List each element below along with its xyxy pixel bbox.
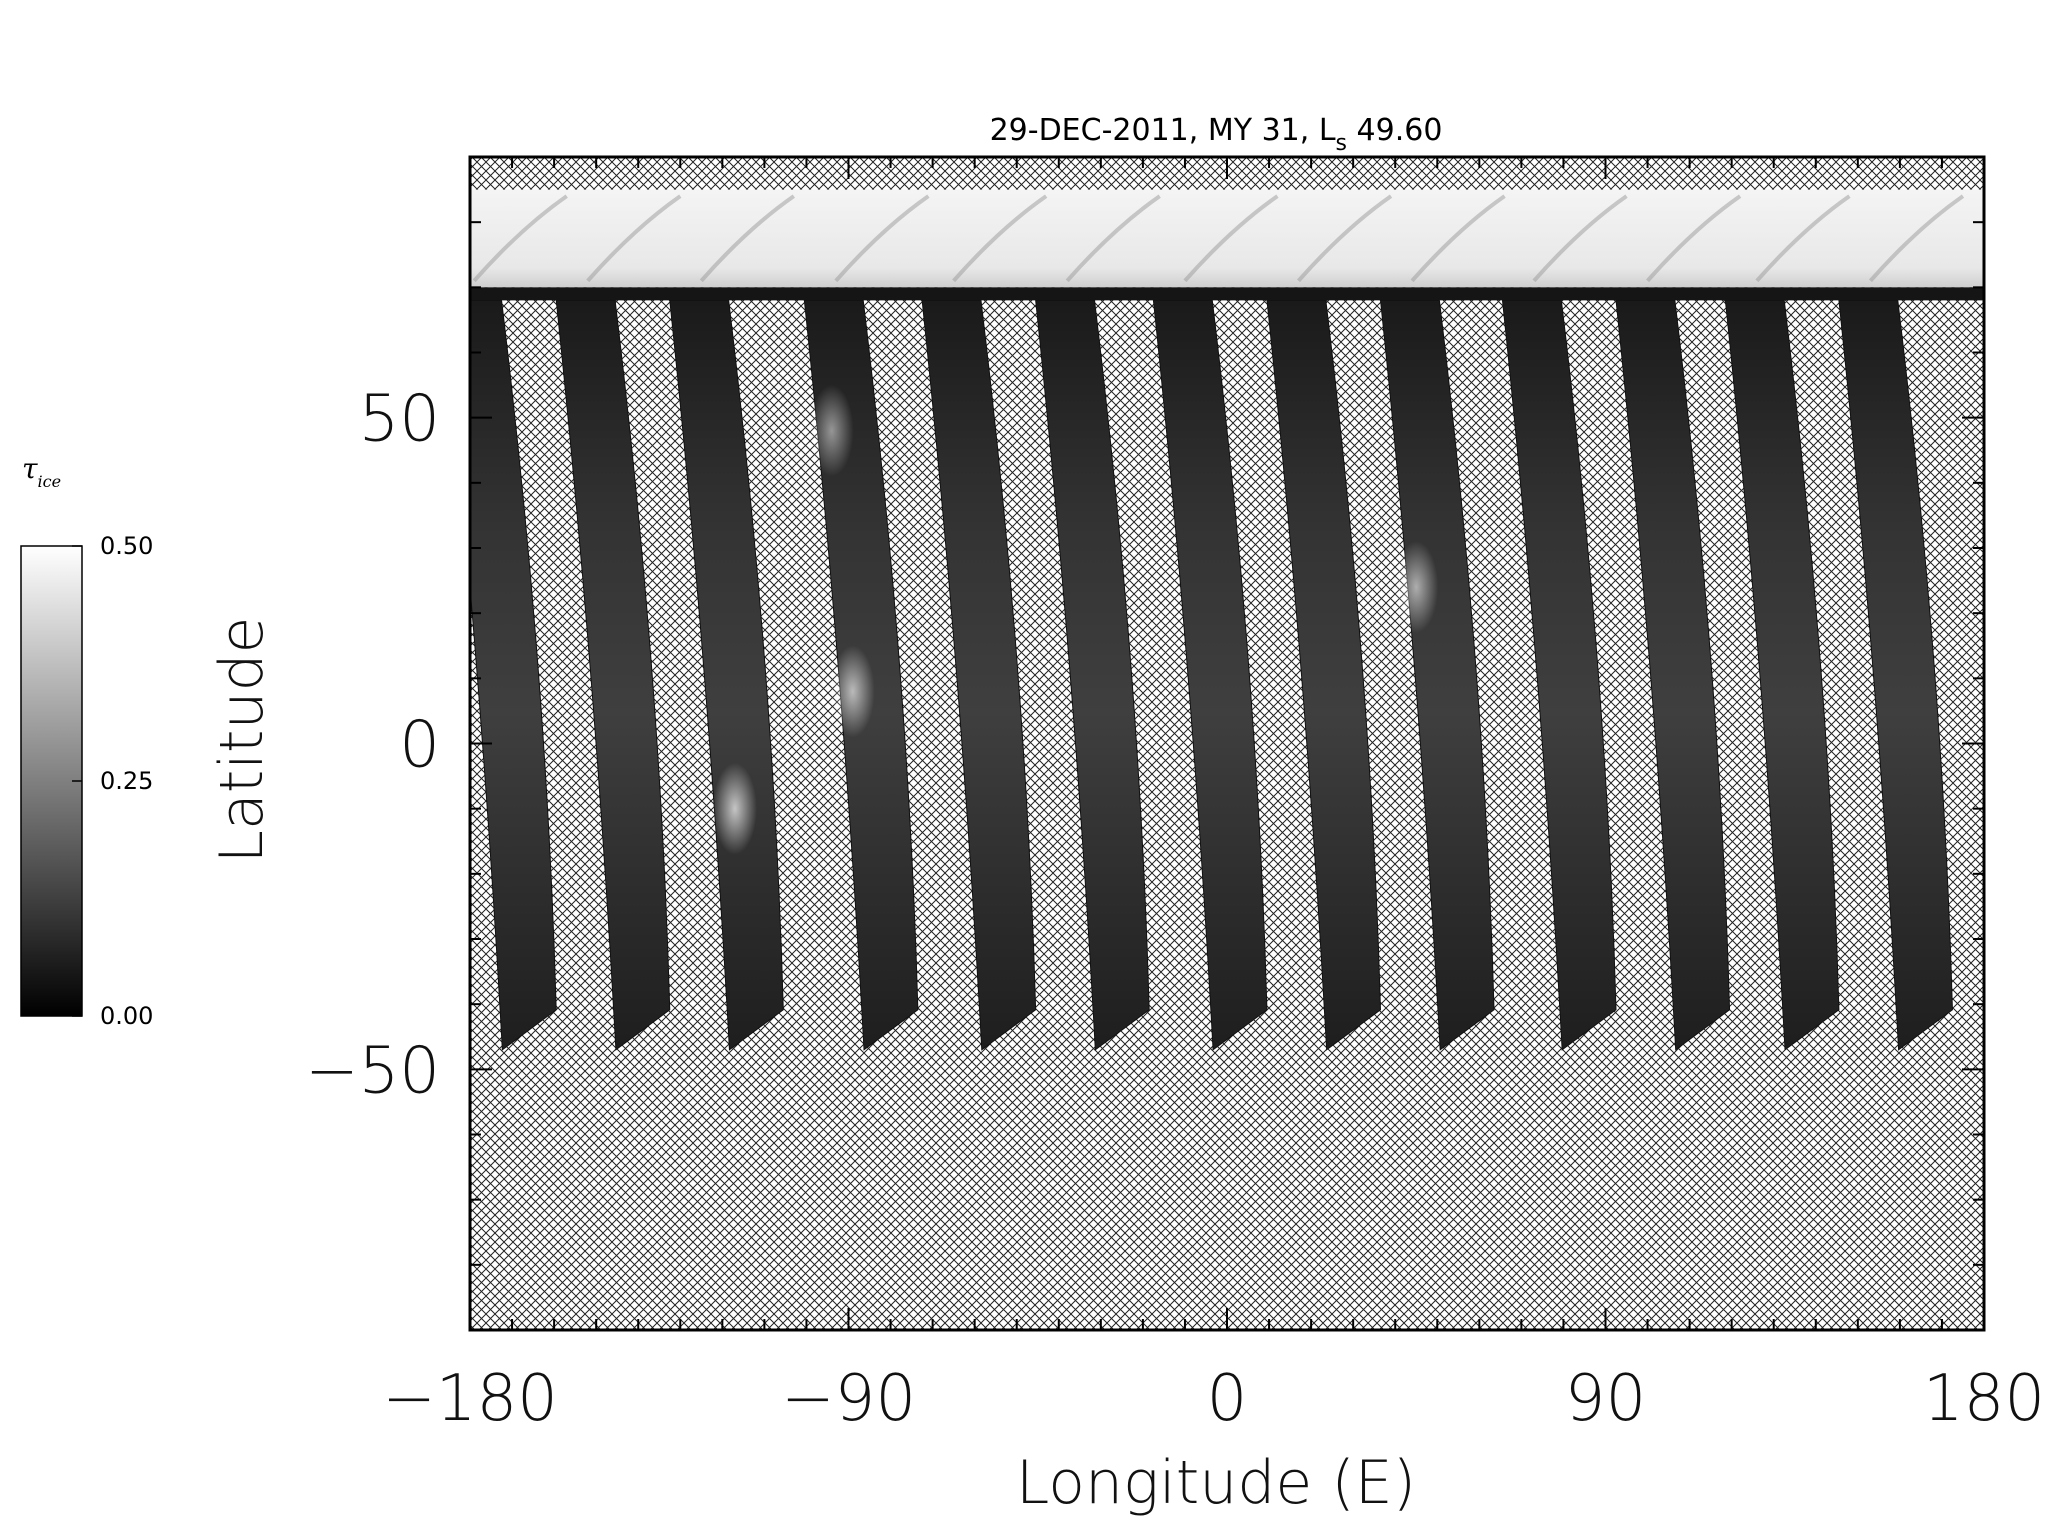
colorbar-ticks: 0.00 0.25 0.50 xyxy=(72,532,153,1030)
observation-swath xyxy=(1501,299,1617,1051)
x-tick-label: 180 xyxy=(1923,1362,2045,1436)
colorbar-tick-label: 0.50 xyxy=(100,532,153,560)
observation-swath xyxy=(1838,299,1953,1051)
colorbar-title-subscript: ice xyxy=(38,472,62,491)
tick-marks xyxy=(469,157,1985,1330)
colorbar-gradient xyxy=(20,545,83,1017)
observation-swath xyxy=(1724,299,1840,1051)
x-tick-label: −90 xyxy=(781,1362,916,1436)
x-tick-labels: −180 −90 0 90 180 xyxy=(382,1362,2045,1436)
polar-cap-streak xyxy=(699,194,795,283)
chart-title-value: 49.60 xyxy=(1347,113,1442,148)
observation-swath xyxy=(1152,299,1268,1051)
observation-swath xyxy=(921,299,1037,1051)
y-tick-label: −50 xyxy=(305,1034,440,1108)
x-tick-label: 0 xyxy=(1207,1362,1248,1436)
chart-title: 29-DEC-2011, MY 31, Ls 49.60 xyxy=(990,113,1443,156)
polar-cap-streak xyxy=(952,194,1048,283)
polar-cap-streak xyxy=(1646,194,1742,283)
polar-cap-streak xyxy=(1065,194,1161,283)
x-axis-title: Longitude (E) xyxy=(1016,1448,1416,1518)
bright-ice-feature xyxy=(809,384,854,477)
observation-swath xyxy=(1266,299,1382,1051)
chart-title-main: 29-DEC-2011, MY 31, L xyxy=(990,113,1336,148)
bright-ice-feature xyxy=(830,645,875,738)
observation-swath xyxy=(470,299,557,1051)
colorbar-tick-label: 0.00 xyxy=(100,1002,153,1030)
swaths xyxy=(470,299,1953,1051)
y-axis-title: Latitude xyxy=(207,617,277,864)
polar-cap-streak xyxy=(1296,194,1393,283)
x-tick-label: −180 xyxy=(382,1362,558,1436)
colorbar-tick-label: 0.25 xyxy=(100,767,153,795)
colorbar-title-symbol: τ xyxy=(22,452,38,485)
polar-cap-streak xyxy=(834,194,930,283)
plot-content xyxy=(470,189,1984,1051)
polar-cap-streak xyxy=(1183,194,1279,283)
bright-ice-feature xyxy=(1394,541,1439,634)
observation-swath xyxy=(669,299,784,1051)
polar-cap-streak xyxy=(586,194,682,283)
observation-swath xyxy=(1379,299,1495,1051)
cap-edge-band xyxy=(470,287,1984,301)
polar-cap-streak xyxy=(1410,194,1506,283)
x-tick-label: 90 xyxy=(1565,1362,1646,1436)
observation-swath xyxy=(1035,299,1150,1051)
observation-swath xyxy=(1615,299,1731,1051)
chart-title-subscript: s xyxy=(1336,131,1347,156)
y-tick-label: 0 xyxy=(399,709,440,783)
colorbar: τice 0.00 0.25 0.50 xyxy=(20,452,153,1030)
polar-cap-streak xyxy=(1868,194,1965,283)
polar-cap-streaks xyxy=(472,194,1965,283)
polar-cap-streak xyxy=(1755,194,1851,283)
polar-cap-streak xyxy=(1532,194,1628,283)
colorbar-title: τice xyxy=(22,452,61,491)
polar-cap-streak xyxy=(472,194,568,283)
plot-area xyxy=(468,155,1986,1332)
observation-swath xyxy=(555,299,671,1051)
y-tick-label: 50 xyxy=(359,383,440,457)
y-tick-labels: 50 0 −50 xyxy=(305,383,440,1109)
bright-ice-feature xyxy=(712,762,757,855)
